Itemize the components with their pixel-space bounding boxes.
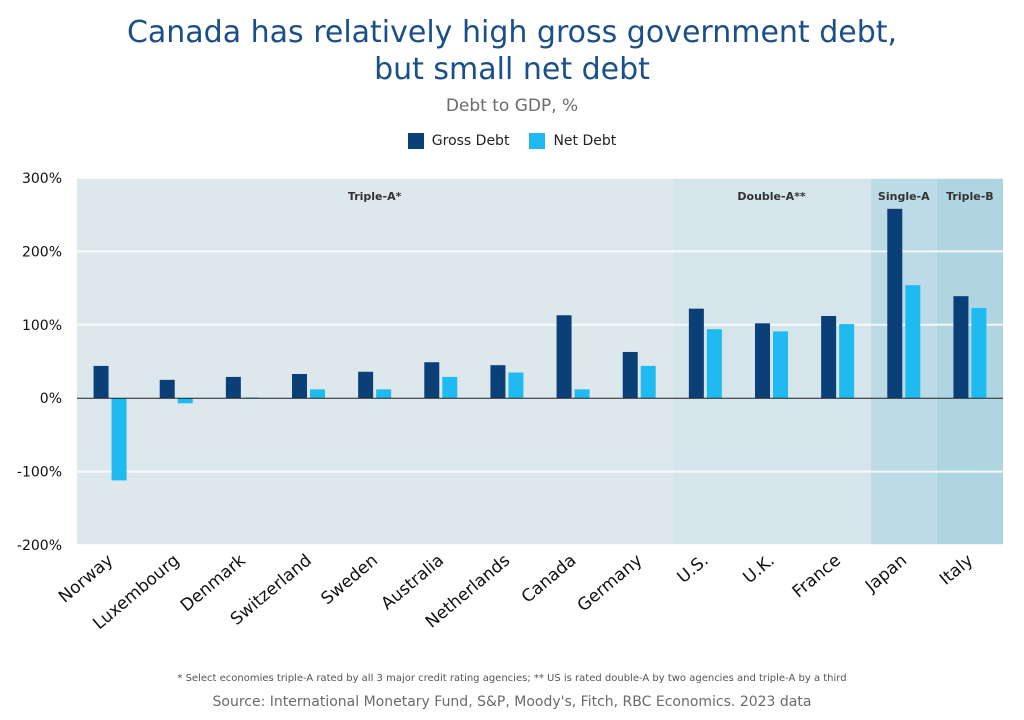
- source-note: Source: International Monetary Fund, S&P…: [212, 694, 812, 710]
- chart-subtitle: Debt to GDP, %: [445, 96, 579, 116]
- bar-net-italy: [971, 307, 987, 399]
- legend: Gross Debt Net Debt: [0, 133, 1024, 149]
- rating-band-0: [77, 178, 673, 545]
- bar-gross-luxembourg: [159, 379, 175, 399]
- y-tick-label-3: 0%: [40, 391, 62, 407]
- bar-gross-netherlands: [490, 365, 506, 399]
- footnote: * Select economies triple-A rated by all…: [177, 673, 847, 684]
- y-tick-label-5: -200%: [17, 538, 62, 554]
- bar-gross-france: [821, 315, 837, 399]
- x-tick-label-norway: Norway: [55, 551, 117, 608]
- bar-gross-italy: [953, 296, 969, 399]
- x-tick-label-canada: Canada: [518, 551, 580, 608]
- bar-gross-denmark: [225, 376, 241, 399]
- bar-net-france: [839, 324, 855, 399]
- bar-gross-germany: [622, 351, 638, 399]
- x-tick-label-france: France: [789, 551, 845, 603]
- bar-net-canada: [574, 389, 590, 399]
- bar-gross-sweden: [358, 371, 374, 399]
- bar-net-netherlands: [508, 372, 524, 399]
- rating-band-2: [870, 178, 937, 545]
- bar-net-luxembourg: [177, 398, 193, 404]
- bar-gross-uk: [755, 323, 770, 399]
- rating-band-label-0: Triple-A*: [348, 190, 402, 203]
- bar-net-germany: [640, 365, 656, 399]
- bar-net-norway: [111, 398, 127, 481]
- rating-band-1: [672, 178, 871, 545]
- y-tick-label-1: 200%: [22, 244, 62, 260]
- y-tick-label-2: 100%: [22, 318, 62, 334]
- bar-net-uk: [773, 331, 788, 399]
- x-tick-label-japan: Japan: [861, 551, 911, 597]
- bar-gross-switzerland: [292, 373, 307, 399]
- chart-title: Canada has relatively high gross governm…: [126, 15, 898, 87]
- rating-band-label-2: Single-A: [878, 190, 930, 203]
- x-tick-label-uk: U.K.: [740, 551, 779, 588]
- bar-gross-australia: [424, 362, 440, 399]
- legend-swatch-net: [529, 133, 546, 149]
- y-tick-label-4: -100%: [17, 465, 62, 481]
- bar-net-japan: [905, 285, 921, 399]
- bar-gross-canada: [556, 315, 572, 399]
- rating-band-3: [936, 178, 1003, 545]
- bar-net-sweden: [376, 389, 392, 399]
- x-tick-label-italy: Italy: [936, 551, 977, 590]
- bar-gross-norway: [93, 365, 109, 399]
- legend-label-gross: Gross Debt: [431, 133, 510, 149]
- rating-band-label-3: Triple-B: [946, 190, 994, 203]
- x-tick-label-us: U.S.: [674, 551, 713, 588]
- bar-net-switzerland: [310, 389, 325, 399]
- y-tick-label-0: 300%: [22, 171, 62, 187]
- legend-item-net: Net Debt: [529, 133, 616, 149]
- bar-gross-japan: [887, 208, 903, 399]
- bar-net-australia: [442, 376, 458, 399]
- legend-label-net: Net Debt: [553, 133, 617, 149]
- legend-item-gross: Gross Debt: [407, 133, 510, 149]
- legend-swatch-gross: [407, 133, 424, 149]
- bar-net-us: [706, 329, 722, 399]
- x-tick-label-sweden: Sweden: [318, 551, 382, 610]
- rating-band-label-1: Double-A**: [737, 190, 805, 203]
- bar-gross-us: [688, 308, 704, 399]
- x-tick-label-germany: Germany: [574, 551, 647, 617]
